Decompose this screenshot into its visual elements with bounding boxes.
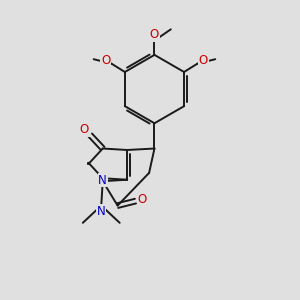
Text: O: O bbox=[101, 54, 110, 67]
Text: N: N bbox=[97, 205, 106, 218]
Text: O: O bbox=[199, 54, 208, 67]
Text: O: O bbox=[150, 28, 159, 41]
Text: N: N bbox=[98, 173, 107, 187]
Text: O: O bbox=[137, 193, 147, 206]
Text: O: O bbox=[80, 123, 89, 136]
